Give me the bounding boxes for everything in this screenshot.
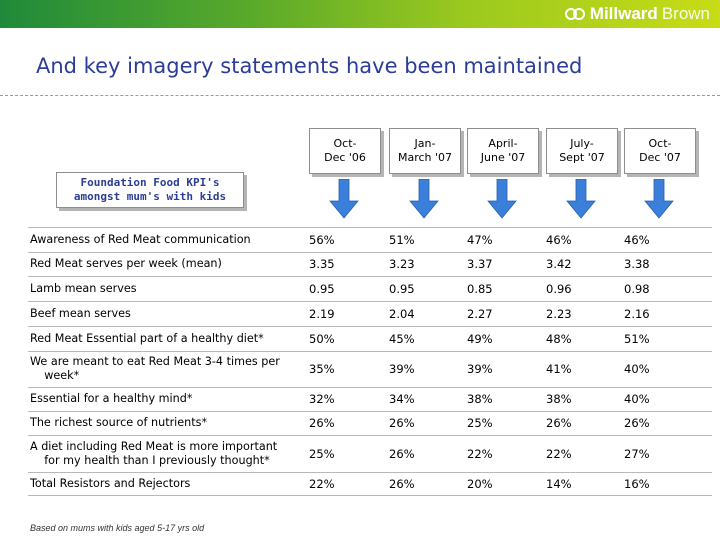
period-header: Oct- Dec '07	[624, 128, 696, 174]
down-arrow-icon	[409, 179, 439, 219]
table-row: The richest source of nutrients* 26% 26% 25…	[28, 411, 712, 436]
period-header: July- Sept '07	[546, 128, 618, 174]
top-banner: Millward Brown	[0, 0, 720, 28]
table-row: Red Meat Essential part of a healthy die…	[28, 326, 712, 352]
value-cell: 3.38	[624, 256, 650, 271]
value-cell: 2.23	[546, 306, 572, 321]
brand-name-bold: Millward	[589, 4, 658, 23]
table-row: Red Meat serves per week (mean) 3.35 3.23 3…	[28, 251, 712, 277]
row-label: A diet including Red Meat is more import…	[30, 439, 278, 467]
value-cell: 0.96	[546, 281, 572, 296]
value-cell: 38%	[546, 392, 572, 406]
value-cell: 0.95	[389, 281, 415, 296]
period-header: Jan- March '07	[389, 128, 461, 174]
value-cell: 26%	[546, 416, 572, 430]
row-label: Essential for a healthy mind*	[30, 392, 193, 405]
slide-title: And key imagery statements have been mai…	[36, 54, 583, 78]
table-row: Awareness of Red Meat communication 56% 51…	[28, 227, 712, 253]
brand-name-light: Brown	[661, 4, 710, 23]
value-cell: 14%	[546, 476, 572, 491]
period-header: April- June '07	[467, 128, 539, 174]
millward-brown-logo-icon	[564, 8, 585, 20]
table-row: We are meant to eat Red Meat 3-4 times p…	[28, 351, 712, 388]
value-cell: 25%	[467, 416, 493, 430]
value-cell: 39%	[389, 362, 415, 376]
value-cell: 35%	[309, 362, 335, 376]
value-cell: 26%	[624, 416, 650, 430]
value-cell: 26%	[309, 416, 335, 430]
value-cell: 56%	[309, 233, 335, 247]
value-cell: 41%	[546, 362, 572, 376]
value-cell: 3.35	[309, 256, 335, 271]
down-arrow-icon	[329, 179, 359, 219]
value-cell: 2.19	[309, 306, 335, 321]
row-label: Lamb mean serves	[30, 281, 137, 295]
row-label: Beef mean serves	[30, 306, 131, 320]
value-cell: 2.27	[467, 306, 493, 321]
period-header: Oct- Dec '06	[309, 128, 381, 174]
value-cell: 26%	[389, 476, 415, 491]
kpi-header-box: Foundation Food KPI's amongst mum's with…	[56, 172, 244, 208]
value-cell: 3.42	[546, 256, 572, 271]
value-cell: 0.98	[624, 281, 650, 296]
value-cell: 2.16	[624, 306, 650, 321]
value-cell: 0.95	[309, 281, 335, 296]
title-divider	[0, 95, 720, 96]
value-cell: 51%	[624, 331, 650, 346]
value-cell: 46%	[546, 233, 572, 247]
value-cell: 50%	[309, 331, 335, 346]
row-label: Total Resistors and Rejectors	[30, 476, 191, 490]
footnote: Based on mums with kids aged 5-17 yrs ol…	[30, 523, 205, 533]
value-cell: 22%	[467, 446, 493, 461]
down-arrow-icon	[566, 179, 596, 219]
row-label: Red Meat serves per week (mean)	[30, 256, 222, 270]
row-label: Red Meat Essential part of a healthy die…	[30, 331, 264, 345]
value-cell: 25%	[309, 446, 335, 461]
brand-logo: Millward Brown	[564, 4, 710, 24]
value-cell: 16%	[624, 476, 650, 491]
value-cell: 26%	[389, 416, 415, 430]
value-cell: 39%	[467, 362, 493, 376]
table-row: Essential for a healthy mind* 32% 34% 38% 38…	[28, 387, 712, 412]
value-cell: 40%	[624, 362, 650, 376]
row-label: We are meant to eat Red Meat 3-4 times p…	[30, 355, 280, 382]
value-cell: 27%	[624, 446, 650, 461]
value-cell: 32%	[309, 392, 335, 406]
down-arrow-icon	[644, 179, 674, 219]
value-cell: 3.23	[389, 256, 415, 271]
value-cell: 40%	[624, 392, 650, 406]
value-cell: 0.85	[467, 281, 493, 296]
table-row: A diet including Red Meat is more import…	[28, 435, 712, 473]
value-cell: 46%	[624, 233, 650, 247]
table-row: Beef mean serves 2.19 2.04 2.27 2.23 2.16	[28, 301, 712, 327]
value-cell: 47%	[467, 233, 493, 247]
value-cell: 26%	[389, 446, 415, 461]
table-row: Lamb mean serves 0.95 0.95 0.85 0.96 0.98	[28, 276, 712, 302]
value-cell: 22%	[546, 446, 572, 461]
table-row: Total Resistors and Rejectors 22% 26% 20% 14…	[28, 472, 712, 496]
value-cell: 2.04	[389, 306, 415, 321]
value-cell: 38%	[467, 392, 493, 406]
value-cell: 3.37	[467, 256, 493, 271]
value-cell: 20%	[467, 476, 493, 491]
value-cell: 22%	[309, 476, 335, 491]
value-cell: 49%	[467, 331, 493, 346]
row-label: The richest source of nutrients*	[30, 416, 208, 429]
value-cell: 48%	[546, 331, 572, 346]
row-label: Awareness of Red Meat communication	[30, 233, 251, 246]
value-cell: 45%	[389, 331, 415, 346]
down-arrow-icon	[487, 179, 517, 219]
value-cell: 51%	[389, 233, 415, 247]
value-cell: 34%	[389, 392, 415, 406]
